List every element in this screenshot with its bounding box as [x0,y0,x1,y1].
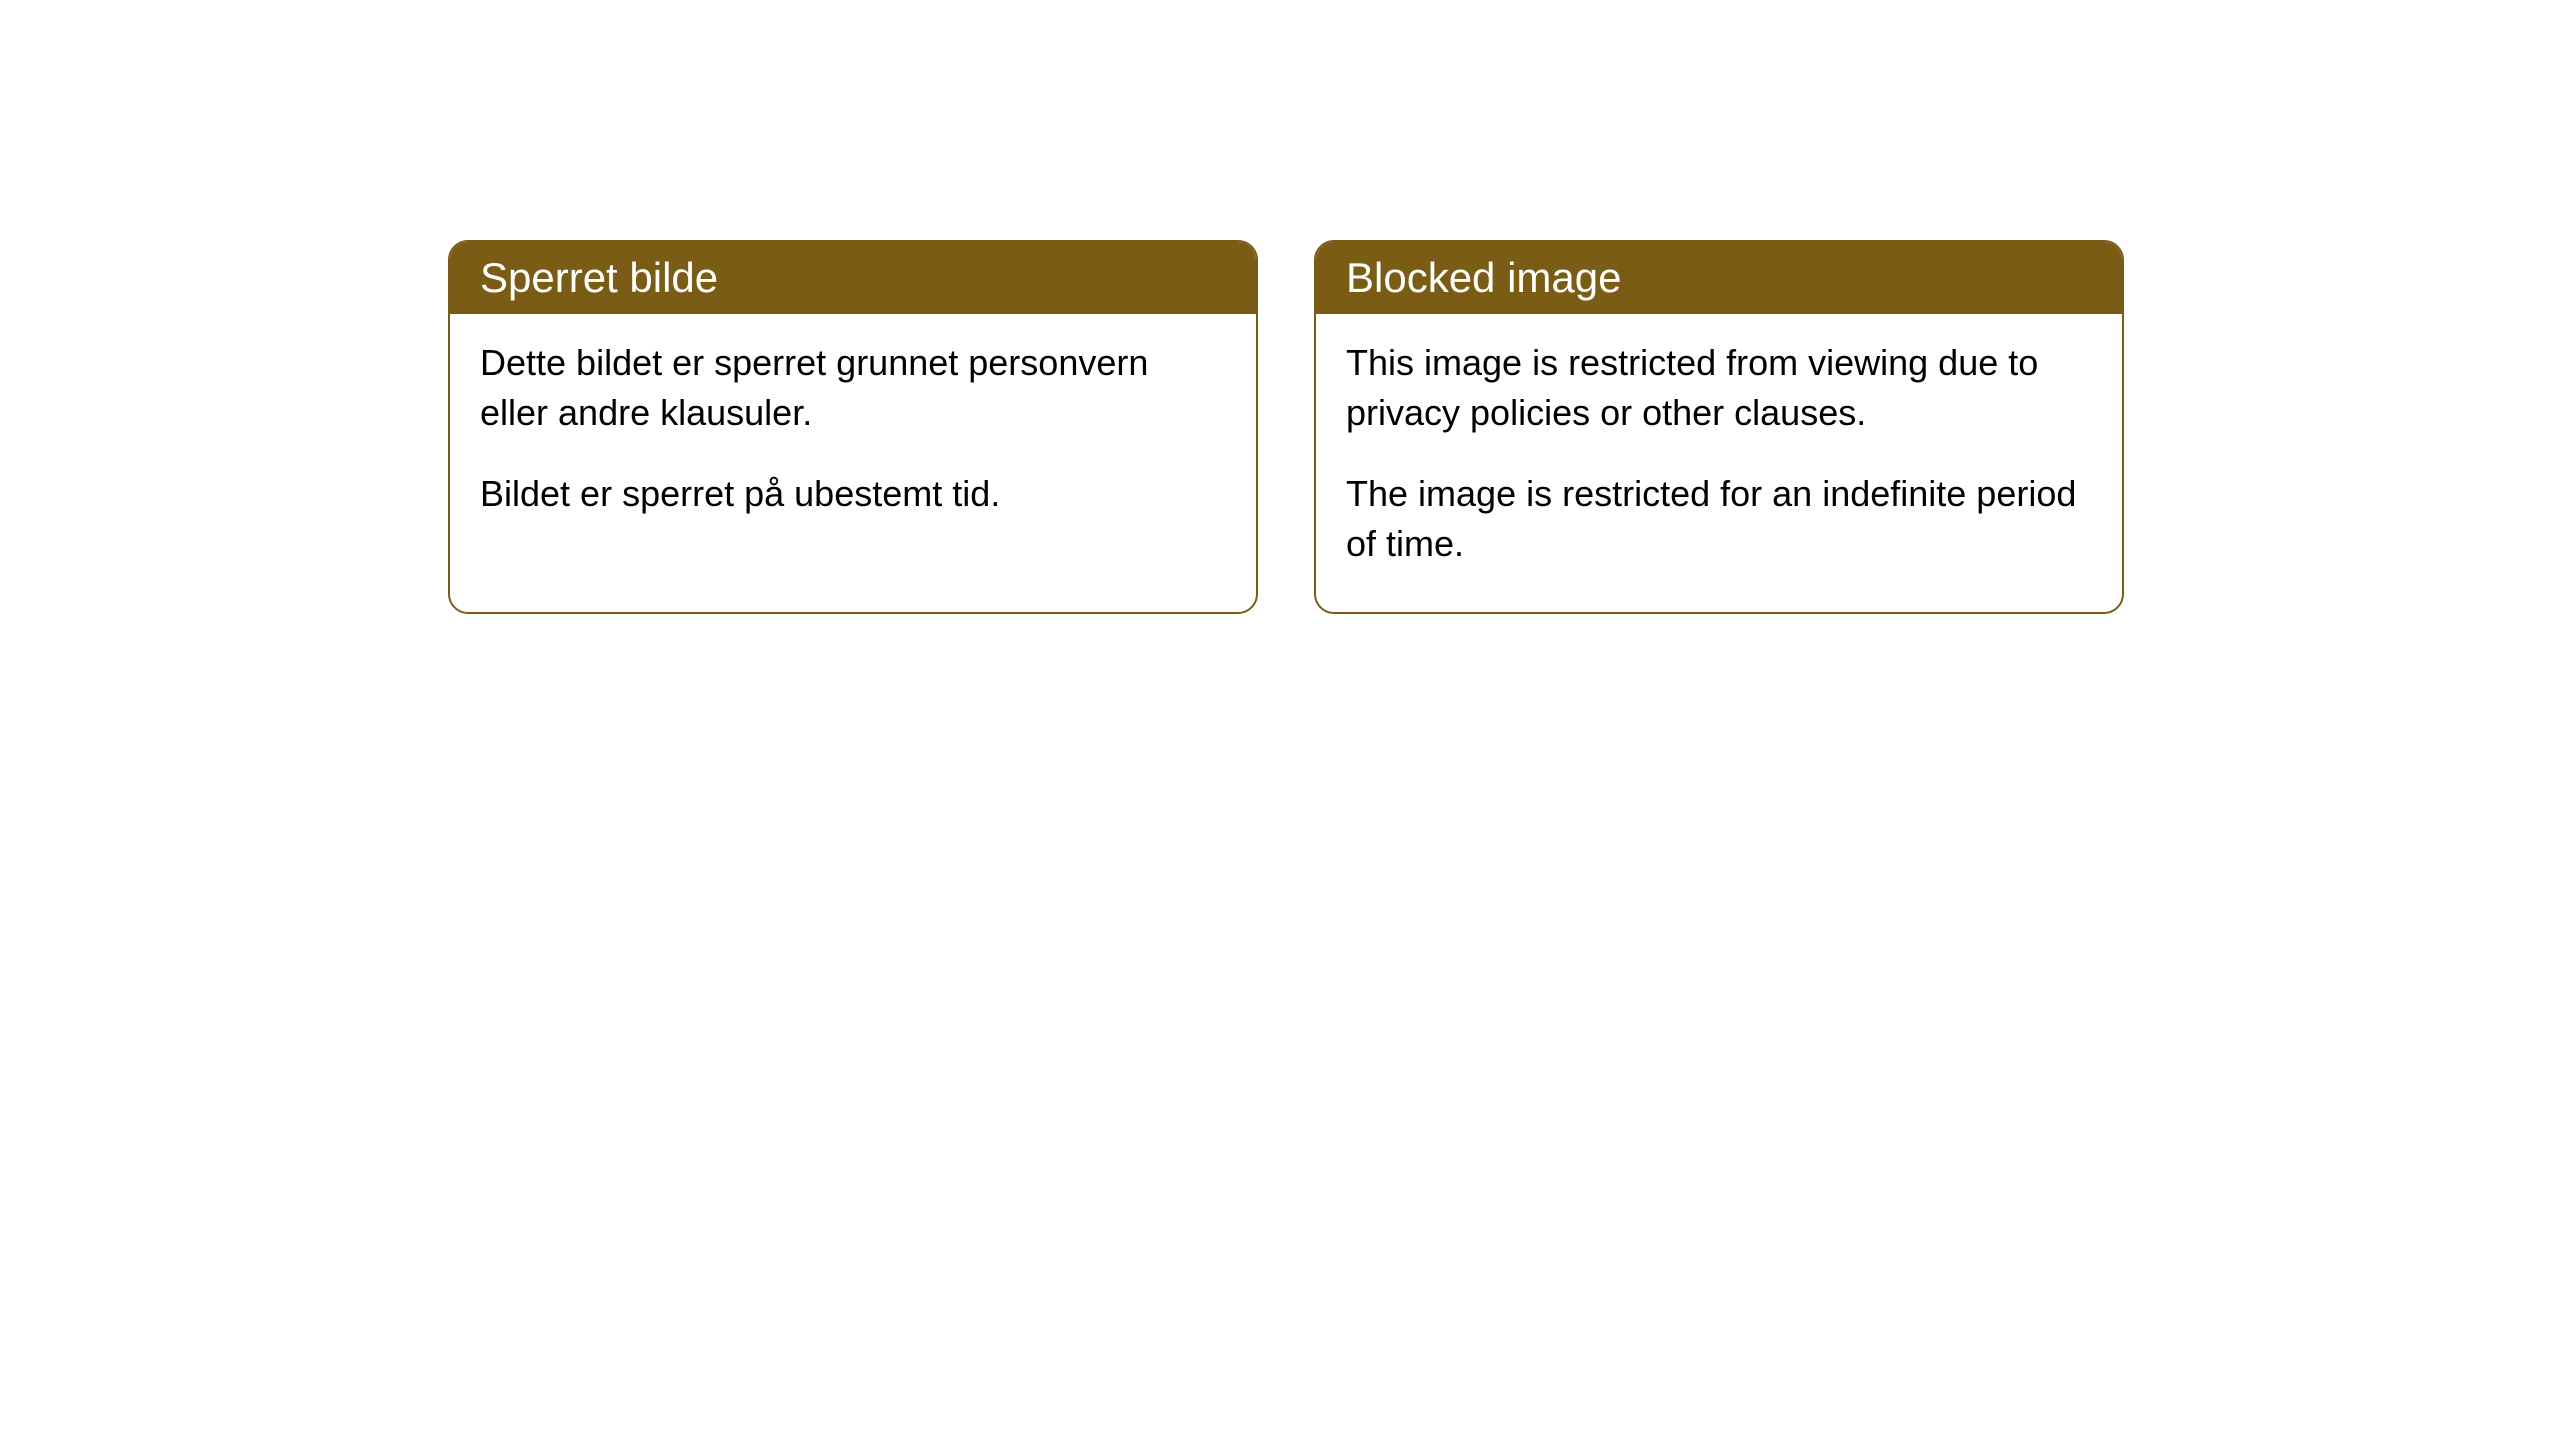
card-header-english: Blocked image [1316,242,2122,314]
card-paragraph-2: Bildet er sperret på ubestemt tid. [480,469,1226,519]
card-body-norwegian: Dette bildet er sperret grunnet personve… [450,314,1256,561]
card-paragraph-1: Dette bildet er sperret grunnet personve… [480,338,1226,439]
card-english: Blocked image This image is restricted f… [1314,240,2124,614]
card-paragraph-2: The image is restricted for an indefinit… [1346,469,2092,570]
cards-container: Sperret bilde Dette bildet er sperret gr… [448,240,2124,614]
card-body-english: This image is restricted from viewing du… [1316,314,2122,612]
card-norwegian: Sperret bilde Dette bildet er sperret gr… [448,240,1258,614]
card-paragraph-1: This image is restricted from viewing du… [1346,338,2092,439]
card-header-norwegian: Sperret bilde [450,242,1256,314]
